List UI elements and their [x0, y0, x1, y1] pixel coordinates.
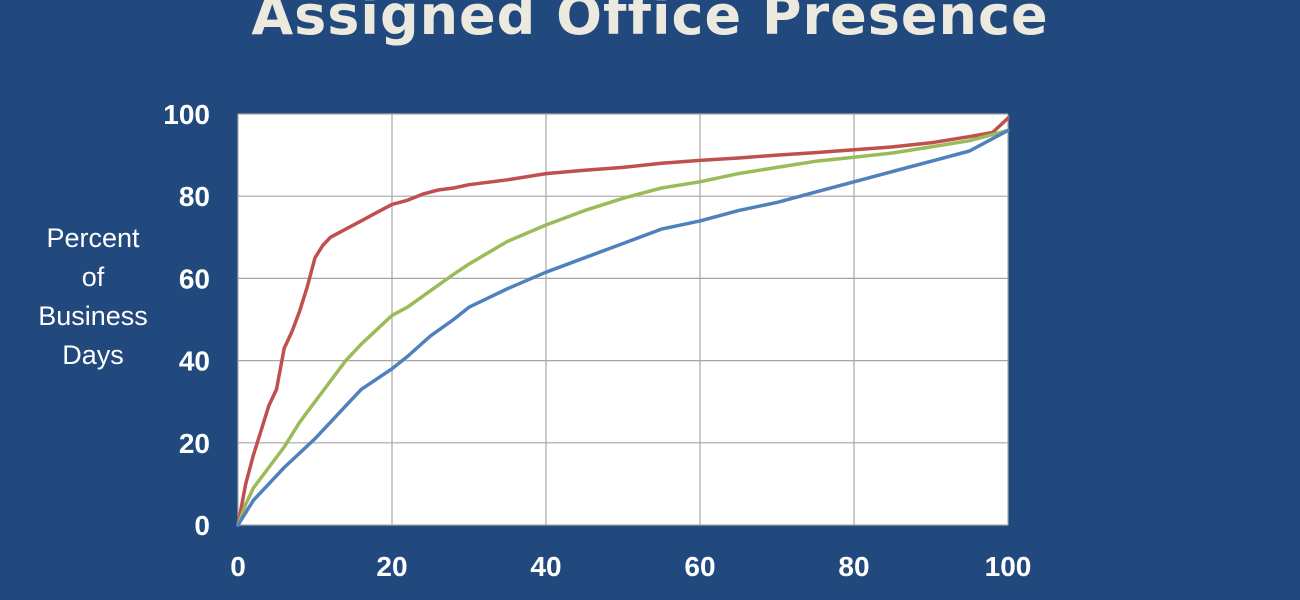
x-axis-ticks: 0 20 40 60 80 100 — [230, 551, 1031, 582]
chart-title: Assigned Office Presence — [251, 0, 1049, 47]
series-line-3 — [236, 128, 1010, 527]
series-lines — [236, 116, 1010, 527]
y-axis-label: Percent of Business Days — [18, 219, 168, 375]
y-axis-label-line-4: Days — [62, 340, 124, 370]
y-tick-label: 60 — [179, 263, 210, 294]
x-tick-label: 100 — [985, 551, 1032, 582]
x-tick-label: 20 — [376, 551, 407, 582]
x-tick-label: 80 — [838, 551, 869, 582]
y-axis-label-line-2: of — [81, 262, 105, 292]
series-line-1 — [236, 116, 1010, 527]
y-tick-label: 100 — [163, 99, 210, 130]
y-tick-label: 0 — [194, 510, 210, 541]
y-axis-label-line-3: Business — [38, 301, 148, 331]
x-tick-label: 40 — [530, 551, 561, 582]
y-axis-ticks: 0 20 40 60 80 100 — [163, 99, 210, 541]
y-axis-label-line-1: Percent — [46, 223, 140, 253]
x-tick-label: 0 — [230, 551, 246, 582]
x-tick-label: 60 — [684, 551, 715, 582]
plot-area — [238, 114, 1008, 525]
y-tick-label: 40 — [179, 346, 210, 377]
grid-lines — [237, 113, 1009, 526]
series-line-2 — [236, 128, 1010, 527]
y-tick-label: 80 — [179, 181, 210, 212]
y-tick-label: 20 — [179, 428, 210, 459]
